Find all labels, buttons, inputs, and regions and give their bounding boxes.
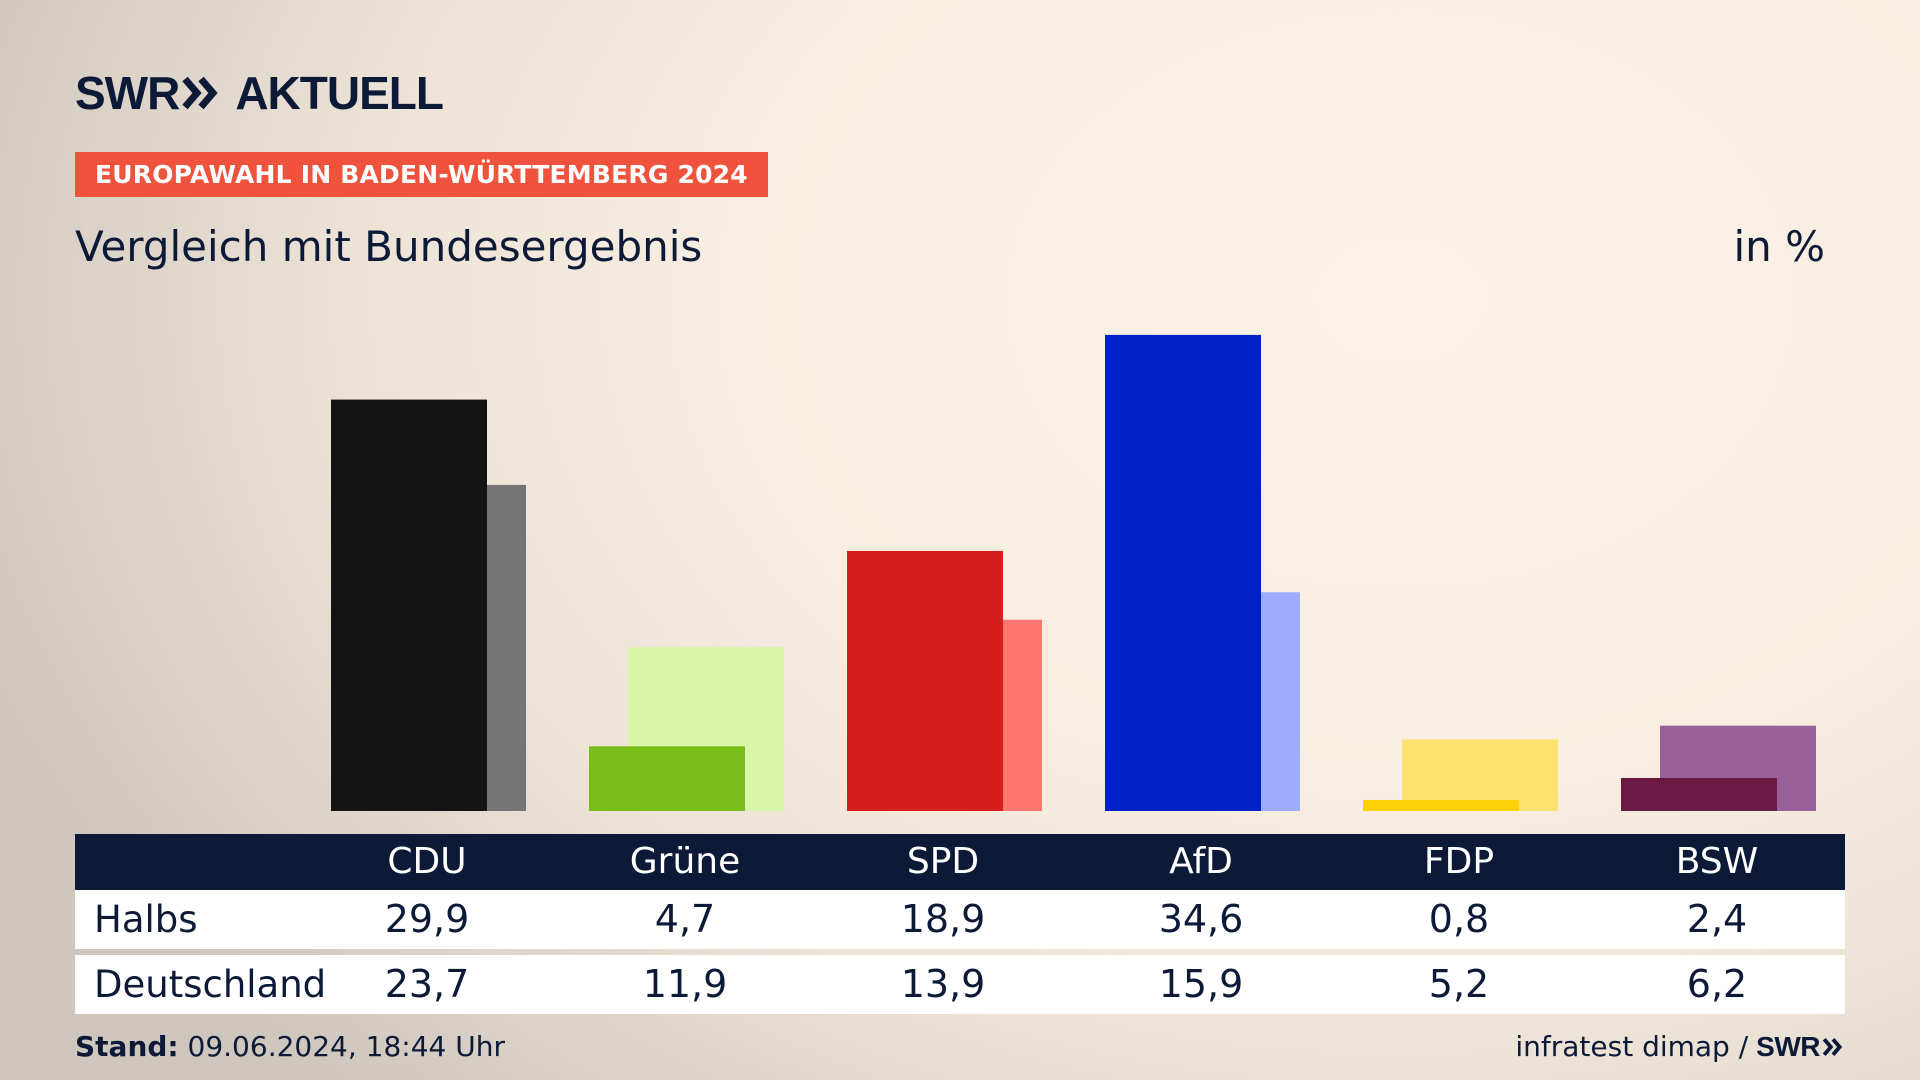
table-cell: 5,2 [1428, 962, 1490, 1006]
bar-spd-halbs [847, 550, 1003, 811]
row-label: Deutschland [94, 963, 327, 1006]
source-credit: infratest dimap / SWR [1515, 1030, 1844, 1063]
chart-subtitle: Vergleich mit Bundesergebnis [75, 222, 703, 271]
bar-bsw-halbs [1621, 777, 1777, 811]
stand-value: 09.06.2024, 18:44 Uhr [187, 1030, 505, 1063]
table-row: Deutschland 23,7 11,9 13,9 15,9 5,2 6,2 [75, 955, 1845, 1014]
bar-chart [331, 334, 1816, 811]
timestamp: Stand: 09.06.2024, 18:44 Uhr [75, 1030, 505, 1063]
row-label: Halbs [94, 898, 198, 941]
unit-label: in % [1733, 222, 1825, 271]
bar-fdp-halbs [1363, 799, 1519, 811]
column-header: CDU [387, 841, 467, 882]
swr-aktuell-logo: SWR AKTUELL [75, 67, 444, 119]
table-cell: 11,9 [642, 962, 728, 1006]
table-cell: 4,7 [654, 897, 716, 941]
bar-grüne-halbs [589, 746, 745, 811]
table-header: CDU Grüne SPD AfD FDP BSW [75, 834, 1845, 890]
column-header: Grüne [629, 841, 741, 882]
table-cell: 23,7 [384, 962, 470, 1006]
table-cell: 2,4 [1686, 897, 1748, 941]
table-cell: 6,2 [1686, 962, 1748, 1006]
table-cell: 29,9 [384, 897, 470, 941]
brand-name: SWR [75, 67, 180, 119]
source-text: infratest dimap / [1515, 1030, 1749, 1063]
stand-label: Stand: [75, 1030, 179, 1063]
table-cell: 18,9 [900, 897, 986, 941]
source-brand: SWR [1756, 1030, 1820, 1062]
results-table: CDU Grüne SPD AfD FDP BSW Halbs 29,9 4,7 18,9 34,… [75, 834, 1845, 1014]
column-header: SPD [906, 841, 980, 882]
table-cell: 13,9 [900, 962, 986, 1006]
double-chevron-icon [1822, 1037, 1843, 1056]
election-badge: EUROPAWAHL IN BADEN-WÜRTTEMBERG 2024 [75, 152, 768, 197]
table-body: Halbs 29,9 4,7 18,9 34,6 0,8 2,4 Deutschland 23,… [75, 890, 1845, 1014]
table-cell: 34,6 [1158, 897, 1244, 941]
column-header: FDP [1423, 841, 1495, 882]
bar-afd-halbs [1105, 334, 1261, 811]
column-header: AfD [1169, 841, 1233, 882]
column-header: BSW [1675, 841, 1759, 882]
bar-fdp-deutschland [1402, 739, 1558, 811]
table-row: Halbs 29,9 4,7 18,9 34,6 0,8 2,4 [75, 890, 1845, 949]
double-chevron-icon [182, 76, 218, 110]
table-cell: 0,8 [1428, 897, 1490, 941]
brand-product: AKTUELL [235, 67, 444, 119]
bar-cdu-halbs [331, 399, 487, 811]
table-cell: 15,9 [1158, 962, 1244, 1006]
